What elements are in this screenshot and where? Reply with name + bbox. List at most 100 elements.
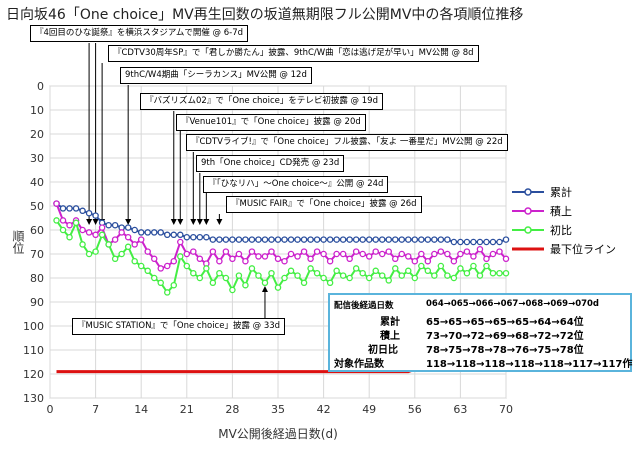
info-row-label: 累計	[380, 317, 400, 328]
y-tick-label: 0	[37, 80, 44, 93]
data-point	[111, 236, 119, 243]
data-point	[444, 272, 451, 279]
y-tick-label: 130	[23, 392, 44, 405]
data-point	[79, 241, 86, 248]
data-point	[261, 253, 269, 260]
annotation-box: 『CDTVライブ!』で「One choice」フル披露、「友よ 一番星だ」MV公…	[186, 134, 508, 151]
data-point	[313, 248, 321, 255]
data-point	[476, 238, 484, 246]
data-point	[496, 248, 503, 255]
legend-item-cumulative: 累計	[512, 182, 616, 201]
data-point	[124, 224, 132, 231]
data-point	[405, 253, 412, 260]
x-tick-label: 14	[134, 403, 148, 416]
data-point	[85, 209, 93, 217]
x-tick-label: 28	[225, 403, 239, 416]
y-tick-label: 60	[30, 224, 44, 237]
data-point	[346, 255, 353, 263]
data-point	[92, 248, 99, 255]
y-tick-label: 90	[30, 296, 44, 309]
data-point	[372, 267, 379, 275]
annotation-arrowhead	[170, 219, 177, 225]
data-point	[307, 255, 314, 263]
data-point	[170, 231, 178, 239]
data-point	[294, 272, 301, 279]
data-point	[496, 269, 503, 277]
data-point	[378, 236, 386, 243]
y-tick-label: 40	[30, 176, 44, 189]
data-point	[66, 205, 73, 212]
data-point	[268, 269, 275, 277]
data-point	[333, 267, 340, 275]
annotation-arrowhead	[216, 219, 223, 225]
data-point	[144, 267, 151, 275]
data-point	[137, 236, 145, 243]
data-point	[294, 236, 301, 243]
data-point	[437, 248, 445, 255]
data-point	[476, 245, 484, 253]
chart-legend: 累計 積上 初比 最下位ライン	[512, 182, 616, 258]
data-point	[346, 236, 353, 243]
data-point	[333, 236, 340, 243]
data-point	[59, 217, 67, 224]
data-point	[164, 262, 171, 270]
data-point	[157, 279, 164, 287]
ranking-info-box: 配信後経過日数 064→065→066→067→068→069→070d 累計 …	[328, 293, 632, 372]
annotation-box: 『CDTV30周年SP』で「君しか勝たん」披露、9thC/W曲「恋は逃げ足が早い…	[108, 45, 479, 62]
data-point	[164, 289, 171, 296]
data-point	[150, 274, 158, 282]
data-point	[124, 233, 132, 241]
data-point	[339, 236, 347, 243]
data-point	[392, 255, 399, 263]
data-point	[405, 236, 412, 243]
data-point	[183, 233, 191, 241]
x-tick-label: 63	[453, 403, 467, 416]
annotation-arrowhead	[203, 219, 210, 225]
data-point	[248, 265, 256, 272]
data-point	[177, 238, 184, 246]
data-point	[326, 257, 334, 265]
data-point	[333, 250, 340, 258]
legend-item-lowest-line: 最下位ライン	[512, 239, 616, 258]
data-point	[281, 257, 288, 265]
annotation-box: 『MUSIC STATION』で「One choice」披露 @ 33d	[72, 318, 286, 335]
data-point	[431, 236, 438, 243]
data-point	[470, 253, 477, 260]
data-point	[352, 248, 360, 255]
annotation-arrowhead	[125, 219, 132, 225]
data-point	[287, 236, 295, 243]
data-point	[444, 250, 451, 258]
data-point	[216, 257, 223, 265]
data-point	[72, 219, 80, 227]
y-tick-label: 10	[30, 104, 44, 117]
y-tick-label: 50	[30, 200, 44, 213]
annotation-arrowhead	[196, 219, 203, 225]
data-point	[385, 277, 392, 284]
data-point	[235, 236, 243, 243]
data-point	[398, 250, 406, 258]
data-point	[111, 221, 119, 229]
data-point	[268, 248, 275, 255]
data-point	[287, 267, 295, 275]
data-point	[470, 262, 477, 270]
data-point	[489, 269, 497, 277]
data-point	[457, 265, 464, 272]
legend-item-first-day-ratio: 初比	[512, 220, 616, 239]
data-point	[242, 236, 249, 243]
annotation-arrowhead	[177, 219, 184, 225]
data-point	[294, 253, 301, 260]
data-point	[411, 274, 419, 282]
data-point	[105, 221, 112, 229]
series-line	[55, 203, 507, 270]
data-point	[190, 233, 197, 241]
data-point	[405, 267, 412, 275]
legend-label: 最下位ライン	[550, 242, 616, 256]
data-point	[274, 255, 282, 263]
data-point	[137, 262, 145, 270]
x-tick-label: 7	[92, 403, 99, 416]
data-point	[177, 253, 184, 260]
info-row-values: 78→75→78→78→76→75→78位	[426, 345, 584, 356]
data-point	[326, 279, 334, 287]
data-point	[92, 212, 99, 219]
page-title: 日向坂46「One choice」MV再生回数の坂道無期限フル公開MV中の各項順…	[6, 7, 524, 23]
